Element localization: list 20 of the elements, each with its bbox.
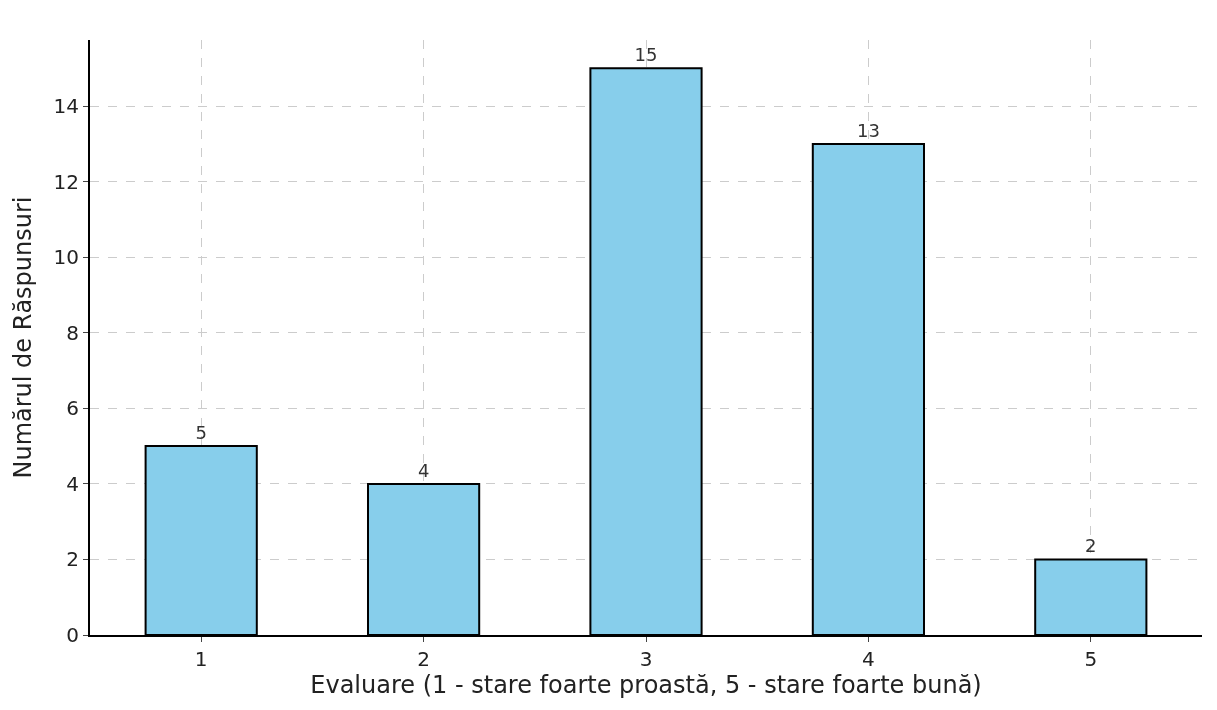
x-tick-label: 4 [862, 647, 875, 671]
y-tick-label: 6 [66, 396, 79, 421]
y-tick-label: 14 [53, 94, 79, 119]
data-label: 2 [1085, 535, 1097, 557]
data-label: 5 [195, 422, 207, 444]
y-tick-label: 10 [53, 245, 79, 270]
data-label: 4 [417, 459, 430, 481]
x-tick-label: 2 [417, 647, 430, 671]
x-tick-label: 5 [1084, 647, 1098, 671]
y-axis-title: Numărul de Răspunsuri [9, 196, 38, 479]
y-tick-label: 8 [66, 320, 79, 345]
y-tick-label: 2 [66, 547, 79, 572]
x-tick-label: 3 [639, 647, 653, 671]
x-tick-label: 1 [194, 647, 208, 671]
data-label: 15 [634, 44, 658, 66]
x-axis-title: Evaluare (1 - stare foarte proastă, 5 - stare foarte bună) [310, 671, 982, 699]
data-label: 13 [856, 119, 880, 141]
y-tick-label: 4 [66, 471, 79, 496]
y-tick-label: 12 [53, 169, 79, 194]
y-tick-label: 0 [66, 623, 79, 647]
